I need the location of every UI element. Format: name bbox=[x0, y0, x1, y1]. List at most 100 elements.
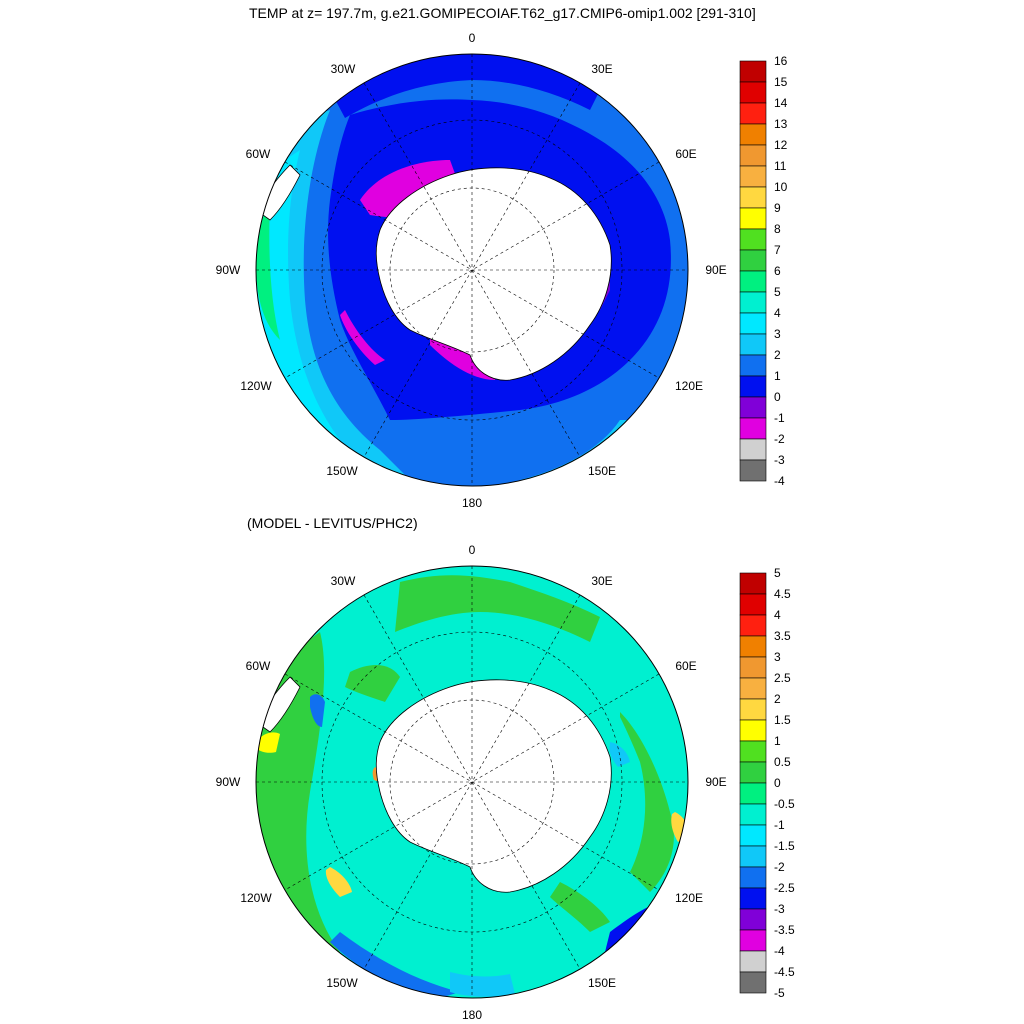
top-colorbar-label: 3 bbox=[774, 327, 781, 341]
bottom-colorbar-swatch bbox=[739, 614, 767, 637]
top-lon-30e-label: 30E bbox=[591, 62, 612, 76]
bottom-colorbar-swatch bbox=[739, 929, 767, 952]
top-graticule bbox=[256, 54, 688, 486]
top-lon-180-label: 180 bbox=[462, 496, 482, 510]
bottom-colorbar-label: -2 bbox=[774, 860, 785, 874]
bottom-lon-150e-label: 150E bbox=[588, 976, 616, 990]
bottom-colorbar-label: 1.5 bbox=[774, 713, 791, 727]
top-colorbar-label: 6 bbox=[774, 264, 781, 278]
top-colorbar-label: 10 bbox=[774, 180, 788, 194]
bottom-colorbar-label: -2.5 bbox=[774, 881, 795, 895]
bottom-colorbar-swatch bbox=[739, 761, 767, 784]
top-lon-30w-label: 30W bbox=[331, 62, 356, 76]
top-colorbar-swatch bbox=[739, 438, 767, 461]
top-lon-60w-label: 60W bbox=[246, 147, 271, 161]
bottom-colorbar-swatch bbox=[739, 950, 767, 973]
top-colorbar-swatch bbox=[739, 186, 767, 209]
top-colorbar-label: 4 bbox=[774, 306, 781, 320]
top-colorbar-label: -2 bbox=[774, 432, 785, 446]
bottom-colorbar: 5 4.5 4 3.5 3 2.5 2 1.5 1 0.5 0 -0.5 -1 -1.5 -2 -2.5 -3 -… bbox=[739, 566, 795, 1000]
top-colorbar-label: 12 bbox=[774, 138, 788, 152]
bottom-colorbar-swatch bbox=[739, 593, 767, 616]
bottom-colorbar-swatch bbox=[739, 656, 767, 679]
bottom-lon-90e-label: 90E bbox=[705, 775, 726, 789]
top-colorbar-label: 7 bbox=[774, 243, 781, 257]
top-lon-90w-label: 90W bbox=[216, 263, 241, 277]
top-colorbar-label: 1 bbox=[774, 369, 781, 383]
bottom-colorbar-label: 0 bbox=[774, 776, 781, 790]
bottom-colorbar-swatch bbox=[739, 971, 767, 994]
top-lon-90e-label: 90E bbox=[705, 263, 726, 277]
top-map-svg: 0 30E 60E 90E 120E 150E 180 150W 120W 90… bbox=[216, 31, 788, 510]
bottom-colorbar-label: 4.5 bbox=[774, 587, 791, 601]
top-colorbar-swatch bbox=[739, 123, 767, 146]
top-colorbar-swatch bbox=[739, 417, 767, 440]
bottom-graticule bbox=[256, 566, 688, 998]
bottom-lon-30w-label: 30W bbox=[331, 574, 356, 588]
top-colorbar-label: -4 bbox=[774, 474, 785, 488]
top-colorbar-swatch bbox=[739, 291, 767, 314]
bottom-colorbar-label: -4 bbox=[774, 944, 785, 958]
top-colorbar-swatch bbox=[739, 333, 767, 356]
top-colorbar-swatch bbox=[739, 375, 767, 398]
top-colorbar-label: 11 bbox=[774, 159, 787, 173]
bottom-colorbar-label: -0.5 bbox=[774, 797, 795, 811]
top-lon-150w-label: 150W bbox=[326, 464, 358, 478]
bottom-colorbar-label: 3.5 bbox=[774, 629, 791, 643]
bottom-colorbar-swatch bbox=[739, 635, 767, 658]
top-colorbar-swatch bbox=[739, 249, 767, 272]
top-temperature-field bbox=[256, 54, 688, 486]
bottom-colorbar-swatch bbox=[739, 719, 767, 742]
top-colorbar-label: 16 bbox=[774, 54, 788, 68]
top-colorbar-swatch bbox=[739, 312, 767, 335]
bottom-lon-90w-label: 90W bbox=[216, 775, 241, 789]
top-colorbar-label: -1 bbox=[774, 411, 785, 425]
top-colorbar-swatch bbox=[739, 228, 767, 251]
bottom-colorbar-swatch bbox=[739, 866, 767, 889]
top-colorbar-label: 14 bbox=[774, 96, 788, 110]
bottom-colorbar-label: -4.5 bbox=[774, 965, 795, 979]
bottom-colorbar-label: 1 bbox=[774, 734, 781, 748]
top-colorbar-label: 15 bbox=[774, 75, 788, 89]
top-colorbar-swatch bbox=[739, 207, 767, 230]
top-map-panel: 0 30E 60E 90E 120E 150E 180 150W 120W 90… bbox=[0, 0, 1024, 510]
top-colorbar-label: 0 bbox=[774, 390, 781, 404]
top-colorbar-swatch bbox=[739, 60, 767, 83]
bottom-colorbar-swatch bbox=[739, 677, 767, 700]
bottom-lon-120w-label: 120W bbox=[240, 891, 272, 905]
top-colorbar-swatch bbox=[739, 459, 767, 482]
top-lon-120e-label: 120E bbox=[675, 379, 703, 393]
bottom-lon-150w-label: 150W bbox=[326, 976, 358, 990]
bottom-colorbar-label: 5 bbox=[774, 566, 781, 580]
top-colorbar-swatch bbox=[739, 144, 767, 167]
bottom-lon-120e-label: 120E bbox=[675, 891, 703, 905]
bottom-map-panel: 0 30E 60E 90E 120E 150E 180 150W 120W 90… bbox=[0, 512, 1024, 1022]
top-lon-60e-label: 60E bbox=[675, 147, 696, 161]
bottom-colorbar-swatch bbox=[739, 572, 767, 595]
bottom-colorbar-label: -3 bbox=[774, 902, 785, 916]
bottom-colorbar-swatch bbox=[739, 740, 767, 763]
top-colorbar-swatch bbox=[739, 270, 767, 293]
top-colorbar-swatch bbox=[739, 81, 767, 104]
bottom-colorbar-swatch bbox=[739, 845, 767, 868]
top-colorbar-label: 13 bbox=[774, 117, 788, 131]
bottom-lon-180-label: 180 bbox=[462, 1008, 482, 1022]
bottom-colorbar-label: -5 bbox=[774, 986, 785, 1000]
top-colorbar-swatch bbox=[739, 396, 767, 419]
top-map-title: TEMP at z= 197.7m, g.e21.GOMIPECOIAF.T62… bbox=[249, 5, 756, 21]
bottom-colorbar-label: -1.5 bbox=[774, 839, 795, 853]
bottom-colorbar-label: -3.5 bbox=[774, 923, 795, 937]
bottom-lon-60e-label: 60E bbox=[675, 659, 696, 673]
bottom-difference-field bbox=[256, 566, 688, 998]
bottom-lon-0-label: 0 bbox=[469, 543, 476, 557]
top-colorbar-label: 8 bbox=[774, 222, 781, 236]
bottom-colorbar-swatch bbox=[739, 908, 767, 931]
top-colorbar-swatch bbox=[739, 354, 767, 377]
bottom-colorbar-swatch bbox=[739, 782, 767, 805]
bottom-colorbar-swatch bbox=[739, 803, 767, 826]
bottom-map-svg: 0 30E 60E 90E 120E 150E 180 150W 120W 90… bbox=[216, 543, 795, 1022]
bottom-colorbar-label: 4 bbox=[774, 608, 781, 622]
top-colorbar-swatch bbox=[739, 102, 767, 125]
top-lon-120w-label: 120W bbox=[240, 379, 272, 393]
bottom-colorbar-swatch bbox=[739, 698, 767, 721]
